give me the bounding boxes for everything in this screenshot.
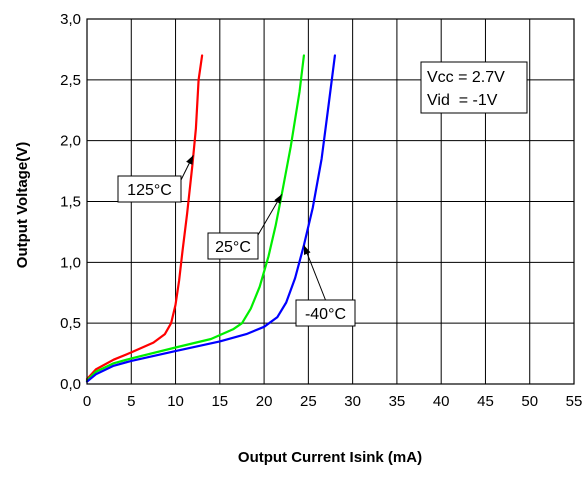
series-line-2 <box>85 54 336 383</box>
annotation-box-0 <box>117 175 182 203</box>
x-axis-title: Output Current Isink (mA) <box>238 449 422 466</box>
x-tick-label: 10 <box>167 393 184 410</box>
y-tick-label: 1,0 <box>60 254 81 271</box>
x-tick-label: 25 <box>300 393 317 410</box>
x-tick-label: 20 <box>256 393 273 410</box>
x-tick-label: 40 <box>433 393 450 410</box>
y-tick-label: 0,0 <box>60 376 81 393</box>
y-tick-label: 3,0 <box>60 11 81 28</box>
annotation-arrowhead-0 <box>186 155 194 165</box>
y-axis-title: Output Voltage(V) <box>14 142 31 268</box>
conditions-box: Vcc = 2.7V Vid = -1V <box>420 61 528 114</box>
x-tick-label: 50 <box>521 393 538 410</box>
plot-frame <box>86 18 575 385</box>
annotation-box-1 <box>207 232 259 260</box>
series-label-1: 25°C <box>215 239 251 256</box>
y-tick-label: 2,5 <box>60 72 81 89</box>
annotation-arrowhead-2 <box>303 245 311 255</box>
y-tick-label: 1,5 <box>60 194 81 211</box>
y-tick-label: 2,0 <box>60 133 81 150</box>
condition-vid: Vid = -1V <box>427 92 498 109</box>
y-tick-labels: 0,0 0,5 1,0 1,5 2,0 2,5 3,0 <box>60 11 81 393</box>
series-line-0 <box>85 54 204 381</box>
series-label-0: 125°C <box>127 182 172 199</box>
x-tick-label: 45 <box>477 393 494 410</box>
x-tick-label: 55 <box>566 393 583 410</box>
annotation-box-2 <box>295 299 356 327</box>
annotation-arrow-2 <box>303 245 326 301</box>
condition-vcc: Vcc = 2.7V <box>427 69 505 86</box>
x-tick-label: 30 <box>344 393 361 410</box>
conditions-box-frame <box>420 61 528 114</box>
x-tick-labels: 0 5 10 15 20 25 30 35 40 45 50 55 <box>83 393 583 410</box>
series-label-2: -40°C <box>305 306 346 323</box>
x-tick-label: 35 <box>389 393 406 410</box>
annotation-arrowhead-1 <box>274 194 282 204</box>
x-tick-label: 0 <box>83 393 91 410</box>
series-lines <box>85 54 336 383</box>
y-tick-label: 0,5 <box>60 315 81 332</box>
x-tick-label: 5 <box>127 393 135 410</box>
series-annotations: 125°C 25°C -40°C <box>117 155 356 327</box>
series-line-1 <box>85 54 305 382</box>
x-tick-label: 15 <box>211 393 228 410</box>
